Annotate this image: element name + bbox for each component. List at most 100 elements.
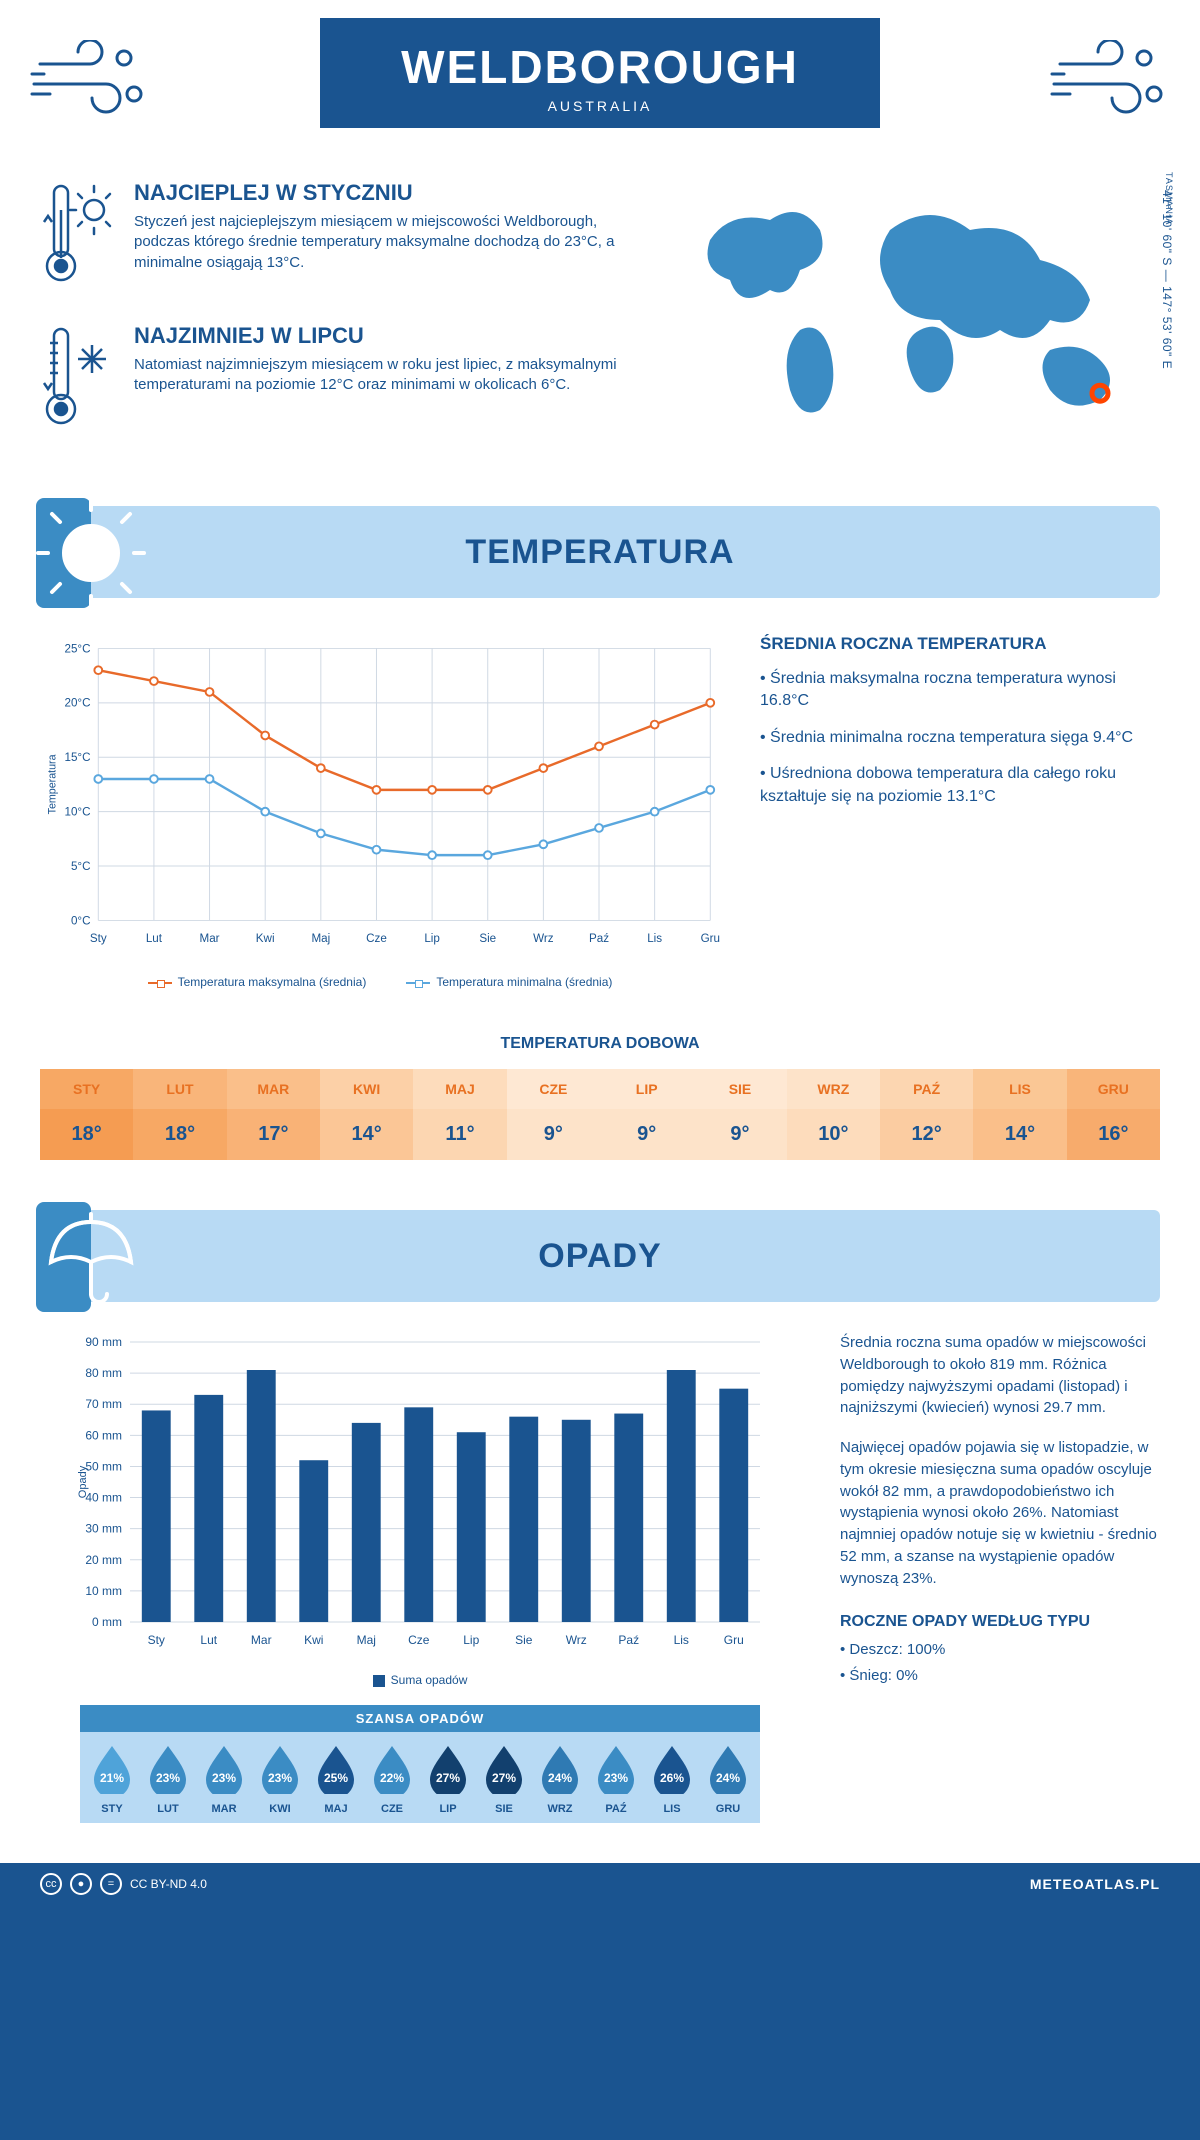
brand-label: METEOATLAS.PL bbox=[1030, 1876, 1160, 1892]
daily-temp-title: TEMPERATURA DOBOWA bbox=[0, 1035, 1200, 1053]
chance-drop: 23%KWI bbox=[254, 1744, 306, 1815]
svg-text:24%: 24% bbox=[548, 1771, 572, 1785]
temp-table-cell: 10° bbox=[787, 1109, 880, 1160]
svg-text:23%: 23% bbox=[212, 1771, 236, 1785]
chance-drop: 24%GRU bbox=[702, 1744, 754, 1815]
temp-summary-title: ŚREDNIA ROCZNA TEMPERATURA bbox=[760, 634, 1160, 654]
precip-para2: Najwięcej opadów pojawia się w listopadz… bbox=[840, 1437, 1160, 1589]
cc-icon: cc bbox=[40, 1873, 62, 1895]
city-title: WELDBOROUGH bbox=[320, 40, 880, 94]
license-block: cc ● = CC BY-ND 4.0 bbox=[40, 1873, 207, 1895]
warmest-block: NAJCIEPLEJ W STYCZNIU Styczeń jest najci… bbox=[40, 180, 650, 295]
svg-text:22%: 22% bbox=[380, 1771, 404, 1785]
temperature-chart-row: 0°C5°C10°C15°C20°C25°CStyLutMarKwiMajCze… bbox=[0, 598, 1200, 1009]
coldest-text: Natomiast najzimniejszym miesiącem w rok… bbox=[134, 355, 650, 396]
temp-table-header: LIS bbox=[973, 1069, 1066, 1109]
temp-table-header: LIP bbox=[600, 1069, 693, 1109]
temp-bullet: • Uśredniona dobowa temperatura dla całe… bbox=[760, 763, 1160, 808]
warmest-text: Styczeń jest najcieplejszym miesiącem w … bbox=[134, 212, 650, 273]
temp-table-cell: 9° bbox=[600, 1109, 693, 1160]
chance-drop: 24%WRZ bbox=[534, 1744, 586, 1815]
svg-text:Paź: Paź bbox=[589, 932, 609, 945]
svg-text:Sie: Sie bbox=[515, 1633, 533, 1647]
svg-text:Opady: Opady bbox=[77, 1465, 89, 1498]
svg-text:50 mm: 50 mm bbox=[85, 1459, 122, 1473]
page: WELDBOROUGH AUSTRALIA NAJCIEPLEJ W STYCZ… bbox=[0, 0, 1200, 1905]
nd-icon: = bbox=[100, 1873, 122, 1895]
temp-table-header: SIE bbox=[693, 1069, 786, 1109]
precip-chance-title: SZANSA OPADÓW bbox=[80, 1705, 760, 1732]
svg-text:Wrz: Wrz bbox=[533, 932, 554, 945]
svg-text:Sty: Sty bbox=[148, 1633, 165, 1647]
temp-table-header: PAŹ bbox=[880, 1069, 973, 1109]
temp-table-cell: 12° bbox=[880, 1109, 973, 1160]
svg-text:0°C: 0°C bbox=[71, 914, 91, 927]
thermometer-snow-icon bbox=[40, 323, 116, 438]
svg-text:30 mm: 30 mm bbox=[85, 1522, 122, 1536]
svg-text:90 mm: 90 mm bbox=[85, 1335, 122, 1349]
temperature-banner: TEMPERATURA bbox=[40, 506, 1160, 598]
precip-legend-label: Suma opadów bbox=[391, 1673, 468, 1687]
precipitation-legend: Suma opadów bbox=[40, 1673, 800, 1687]
sun-icon bbox=[36, 498, 146, 608]
svg-text:20°C: 20°C bbox=[64, 697, 90, 710]
chance-drop: 27%LIP bbox=[422, 1744, 474, 1815]
svg-text:24%: 24% bbox=[716, 1771, 740, 1785]
svg-text:80 mm: 80 mm bbox=[85, 1366, 122, 1380]
footer: cc ● = CC BY-ND 4.0 METEOATLAS.PL bbox=[0, 1863, 1200, 1905]
warmest-title: NAJCIEPLEJ W STYCZNIU bbox=[134, 180, 650, 206]
precip-type-title: ROCZNE OPADY WEDŁUG TYPU bbox=[840, 1613, 1160, 1631]
temp-table-header: GRU bbox=[1067, 1069, 1160, 1109]
svg-text:23%: 23% bbox=[268, 1771, 292, 1785]
svg-text:27%: 27% bbox=[436, 1771, 460, 1785]
coords-label: 41° 10' 60" S — 147° 53' 60" E bbox=[1160, 190, 1174, 369]
precipitation-chart-row: 0 mm10 mm20 mm30 mm40 mm50 mm60 mm70 mm8… bbox=[0, 1302, 1200, 1833]
daily-temp-table: STYLUTMARKWIMAJCZELIPSIEWRZPAŹLISGRU18°1… bbox=[40, 1069, 1160, 1160]
temp-bullet: • Średnia maksymalna roczna temperatura … bbox=[760, 668, 1160, 713]
temp-table-header: STY bbox=[40, 1069, 133, 1109]
svg-text:23%: 23% bbox=[156, 1771, 180, 1785]
chance-drop: 25%MAJ bbox=[310, 1744, 362, 1815]
svg-text:10°C: 10°C bbox=[64, 806, 90, 819]
svg-text:27%: 27% bbox=[492, 1771, 516, 1785]
svg-text:Lip: Lip bbox=[463, 1633, 479, 1647]
svg-text:Sty: Sty bbox=[90, 932, 107, 945]
intro-left: NAJCIEPLEJ W STYCZNIU Styczeń jest najci… bbox=[40, 180, 650, 466]
chance-drop: 23%PAŹ bbox=[590, 1744, 642, 1815]
precip-type-item: • Śnieg: 0% bbox=[840, 1665, 1160, 1687]
intro-map: TASMANIA 41° 10' 60" S — 147° 53' 60" E bbox=[680, 180, 1160, 466]
svg-text:Gru: Gru bbox=[701, 932, 720, 945]
svg-text:0 mm: 0 mm bbox=[92, 1615, 122, 1629]
world-map-icon bbox=[680, 180, 1160, 440]
precip-para1: Średnia roczna suma opadów w miejscowośc… bbox=[840, 1332, 1160, 1419]
svg-text:20 mm: 20 mm bbox=[85, 1553, 122, 1567]
intro-row: NAJCIEPLEJ W STYCZNIU Styczeń jest najci… bbox=[0, 170, 1200, 496]
title-banner: WELDBOROUGH AUSTRALIA bbox=[320, 18, 880, 128]
wind-icon bbox=[30, 40, 150, 130]
temp-table-cell: 11° bbox=[413, 1109, 506, 1160]
chance-drop: 23%MAR bbox=[198, 1744, 250, 1815]
precipitation-title: OPADY bbox=[538, 1237, 661, 1276]
temperature-summary: ŚREDNIA ROCZNA TEMPERATURA • Średnia mak… bbox=[760, 634, 1160, 989]
svg-text:25%: 25% bbox=[324, 1771, 348, 1785]
coldest-block: NAJZIMNIEJ W LIPCU Natomiast najzimniejs… bbox=[40, 323, 650, 438]
temp-table-cell: 18° bbox=[133, 1109, 226, 1160]
svg-text:Temperatura: Temperatura bbox=[47, 754, 59, 814]
svg-text:15°C: 15°C bbox=[64, 751, 90, 764]
svg-text:25°C: 25°C bbox=[64, 642, 90, 655]
temperature-legend: Temperatura maksymalna (średnia)Temperat… bbox=[40, 975, 720, 989]
temp-table-header: LUT bbox=[133, 1069, 226, 1109]
svg-text:Mar: Mar bbox=[200, 932, 220, 945]
svg-text:Lut: Lut bbox=[200, 1633, 217, 1647]
svg-text:Maj: Maj bbox=[311, 932, 330, 945]
svg-text:Cze: Cze bbox=[366, 932, 387, 945]
svg-text:Lip: Lip bbox=[424, 932, 440, 945]
svg-text:Paź: Paź bbox=[618, 1633, 639, 1647]
temp-table-cell: 14° bbox=[320, 1109, 413, 1160]
umbrella-icon bbox=[36, 1202, 146, 1312]
chance-drop: 22%CZE bbox=[366, 1744, 418, 1815]
license-text: CC BY-ND 4.0 bbox=[130, 1877, 207, 1891]
svg-text:Kwi: Kwi bbox=[256, 932, 275, 945]
temp-table-cell: 9° bbox=[693, 1109, 786, 1160]
temperature-chart: 0°C5°C10°C15°C20°C25°CStyLutMarKwiMajCze… bbox=[40, 634, 720, 989]
